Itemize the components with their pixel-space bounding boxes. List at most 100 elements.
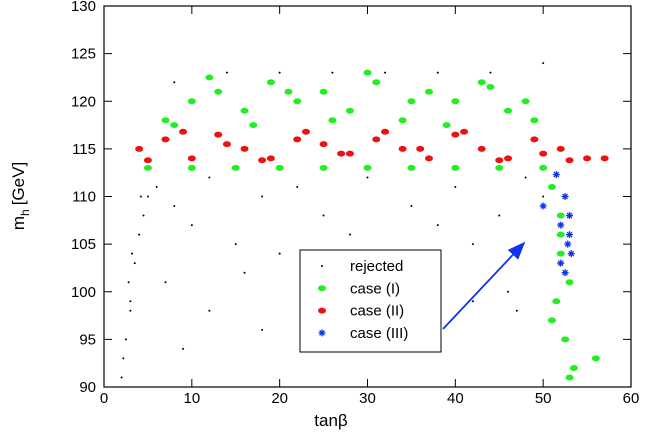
point bbox=[539, 202, 547, 210]
point bbox=[135, 145, 144, 152]
y-tick-label: 115 bbox=[72, 141, 96, 158]
point bbox=[225, 71, 228, 74]
point bbox=[278, 252, 281, 255]
legend-marker bbox=[318, 329, 326, 337]
point bbox=[565, 157, 574, 164]
point bbox=[164, 281, 167, 284]
point bbox=[240, 145, 249, 152]
y-tick-label: 105 bbox=[71, 236, 96, 253]
legend-label: case (II) bbox=[350, 303, 404, 320]
y-tick-label: 90 bbox=[79, 379, 96, 396]
point bbox=[372, 136, 381, 143]
point bbox=[120, 376, 123, 379]
point bbox=[275, 164, 284, 171]
point bbox=[530, 117, 539, 124]
point bbox=[424, 88, 433, 95]
legend-label: rejected bbox=[350, 258, 403, 275]
point bbox=[477, 79, 486, 86]
point bbox=[442, 122, 451, 129]
point bbox=[302, 128, 311, 135]
point bbox=[143, 157, 152, 164]
point bbox=[564, 240, 572, 248]
point bbox=[293, 98, 302, 105]
x-tick-label: 10 bbox=[183, 390, 200, 407]
point bbox=[214, 88, 223, 95]
point bbox=[565, 374, 574, 381]
point bbox=[552, 298, 561, 305]
point bbox=[322, 214, 325, 217]
point bbox=[557, 259, 565, 267]
y-tick-label: 120 bbox=[71, 93, 96, 110]
point bbox=[222, 141, 231, 148]
point bbox=[131, 252, 134, 255]
point bbox=[231, 164, 240, 171]
point bbox=[436, 71, 439, 74]
point bbox=[398, 145, 407, 152]
legend-label: case (III) bbox=[350, 325, 408, 342]
point bbox=[129, 300, 132, 303]
point bbox=[337, 150, 346, 157]
point bbox=[539, 164, 548, 171]
point bbox=[495, 164, 504, 171]
point bbox=[454, 185, 457, 188]
point bbox=[460, 128, 469, 135]
point bbox=[407, 98, 416, 105]
y-tick-label: 100 bbox=[71, 284, 96, 301]
point bbox=[345, 107, 354, 114]
point bbox=[129, 309, 132, 312]
y-tick-label: 95 bbox=[79, 331, 96, 348]
legend-label: case (I) bbox=[350, 280, 400, 297]
point bbox=[521, 98, 530, 105]
point bbox=[556, 212, 565, 219]
point bbox=[182, 347, 185, 350]
point bbox=[205, 74, 214, 81]
point bbox=[416, 145, 425, 152]
point bbox=[498, 214, 501, 217]
point bbox=[407, 164, 416, 171]
y-axis-label: mh [GeV] bbox=[9, 162, 32, 230]
point bbox=[489, 71, 492, 74]
point bbox=[556, 250, 565, 257]
point bbox=[143, 164, 152, 171]
point bbox=[556, 145, 565, 152]
point bbox=[451, 98, 460, 105]
point bbox=[436, 224, 439, 227]
point bbox=[398, 117, 407, 124]
annotation-arrow bbox=[442, 241, 526, 330]
point bbox=[366, 176, 369, 179]
point bbox=[170, 122, 179, 129]
y-label-symbol: m bbox=[9, 216, 28, 230]
point bbox=[565, 279, 574, 286]
point bbox=[138, 233, 141, 236]
point bbox=[261, 328, 264, 331]
point bbox=[146, 195, 149, 198]
point bbox=[249, 122, 258, 129]
point bbox=[261, 195, 264, 198]
point bbox=[561, 193, 569, 200]
point bbox=[504, 107, 513, 114]
point bbox=[161, 117, 170, 124]
point bbox=[266, 155, 275, 162]
x-tick-label: 20 bbox=[271, 390, 288, 407]
point bbox=[556, 231, 565, 238]
point bbox=[567, 250, 575, 258]
point bbox=[214, 131, 223, 138]
point bbox=[591, 355, 600, 362]
x-tick-label: 40 bbox=[447, 390, 464, 407]
x-tick-label: 30 bbox=[359, 390, 376, 407]
point bbox=[155, 185, 158, 188]
point bbox=[319, 141, 328, 148]
point bbox=[179, 128, 188, 135]
x-tick-label: 0 bbox=[100, 390, 108, 407]
point bbox=[139, 195, 142, 198]
point bbox=[187, 98, 196, 105]
point bbox=[319, 88, 328, 95]
point bbox=[539, 150, 548, 157]
point bbox=[234, 243, 237, 246]
point bbox=[600, 155, 609, 162]
point bbox=[451, 131, 460, 138]
point bbox=[363, 69, 372, 76]
point bbox=[486, 83, 495, 90]
point bbox=[381, 128, 390, 135]
